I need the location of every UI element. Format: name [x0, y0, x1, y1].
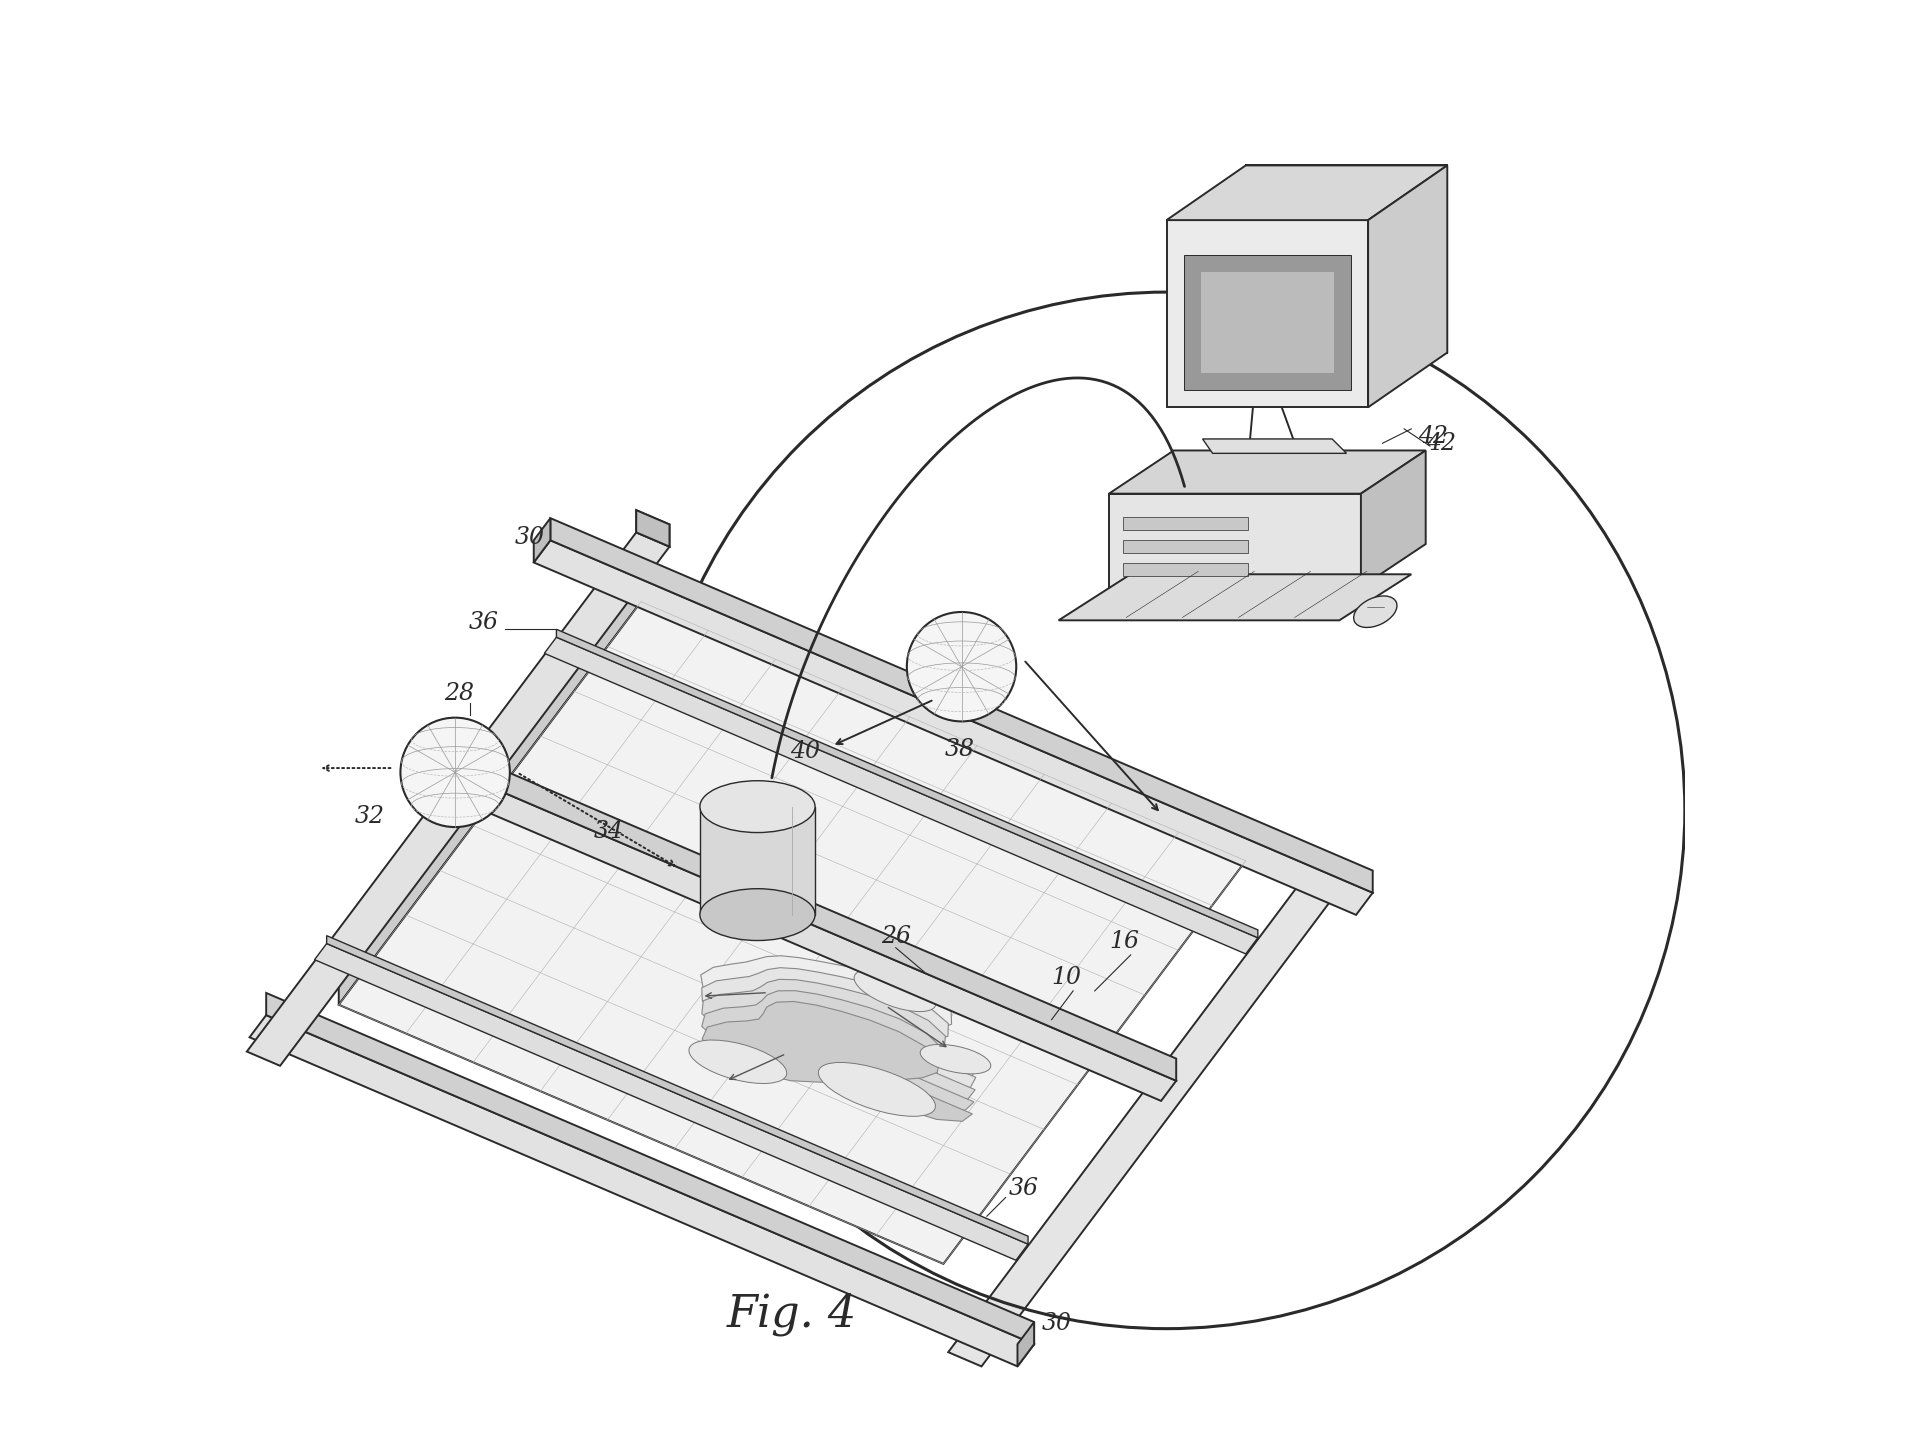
Text: 40: 40: [791, 740, 820, 763]
Polygon shape: [315, 944, 1029, 1260]
Polygon shape: [1368, 165, 1448, 407]
Polygon shape: [637, 510, 670, 546]
Ellipse shape: [855, 970, 936, 1012]
Polygon shape: [544, 637, 1258, 954]
Text: 32: 32: [355, 805, 384, 828]
Polygon shape: [247, 533, 670, 1066]
Polygon shape: [535, 518, 550, 562]
Polygon shape: [1245, 165, 1448, 352]
Polygon shape: [266, 993, 1034, 1344]
Ellipse shape: [921, 1044, 990, 1074]
Polygon shape: [1017, 1322, 1034, 1367]
Polygon shape: [1183, 255, 1351, 390]
Polygon shape: [249, 1015, 1034, 1367]
Polygon shape: [1361, 450, 1426, 588]
Polygon shape: [701, 807, 814, 915]
Polygon shape: [556, 630, 1258, 938]
Polygon shape: [703, 1002, 973, 1121]
Polygon shape: [1166, 165, 1448, 220]
Text: 30: 30: [515, 526, 544, 549]
Ellipse shape: [1353, 597, 1397, 627]
Text: Fig. 4: Fig. 4: [728, 1293, 857, 1337]
Polygon shape: [703, 967, 977, 1087]
Polygon shape: [1110, 494, 1361, 588]
Text: 16: 16: [1110, 930, 1139, 953]
Ellipse shape: [689, 1040, 787, 1083]
Ellipse shape: [818, 1063, 936, 1116]
Polygon shape: [484, 791, 1175, 1100]
Polygon shape: [637, 510, 670, 546]
Polygon shape: [550, 518, 1372, 893]
Text: 42: 42: [1426, 433, 1455, 456]
Text: 38: 38: [944, 738, 975, 762]
Polygon shape: [1166, 220, 1368, 407]
Polygon shape: [500, 769, 1175, 1080]
Ellipse shape: [701, 780, 814, 833]
Polygon shape: [1123, 563, 1247, 576]
Circle shape: [400, 718, 510, 827]
Polygon shape: [703, 990, 975, 1111]
Polygon shape: [1123, 517, 1247, 530]
Text: 42: 42: [1419, 426, 1449, 449]
Text: 34: 34: [594, 821, 623, 843]
Polygon shape: [701, 956, 977, 1076]
Text: 36: 36: [1009, 1177, 1038, 1199]
Polygon shape: [1200, 272, 1334, 372]
Polygon shape: [948, 869, 1343, 1367]
Polygon shape: [641, 582, 1245, 860]
Polygon shape: [535, 540, 1372, 915]
Circle shape: [907, 613, 1017, 721]
Polygon shape: [1110, 450, 1426, 494]
Text: 28: 28: [444, 682, 473, 705]
Text: 36: 36: [469, 611, 498, 634]
Polygon shape: [484, 769, 500, 811]
Polygon shape: [340, 582, 641, 1005]
Polygon shape: [340, 601, 1245, 1264]
Text: 26: 26: [882, 925, 911, 948]
Polygon shape: [703, 979, 975, 1099]
Polygon shape: [1058, 575, 1411, 620]
Ellipse shape: [701, 889, 814, 941]
Polygon shape: [326, 935, 1029, 1244]
Polygon shape: [1123, 540, 1247, 553]
Polygon shape: [1202, 439, 1347, 453]
Text: 30: 30: [1042, 1312, 1071, 1335]
Text: 10: 10: [1052, 966, 1081, 989]
